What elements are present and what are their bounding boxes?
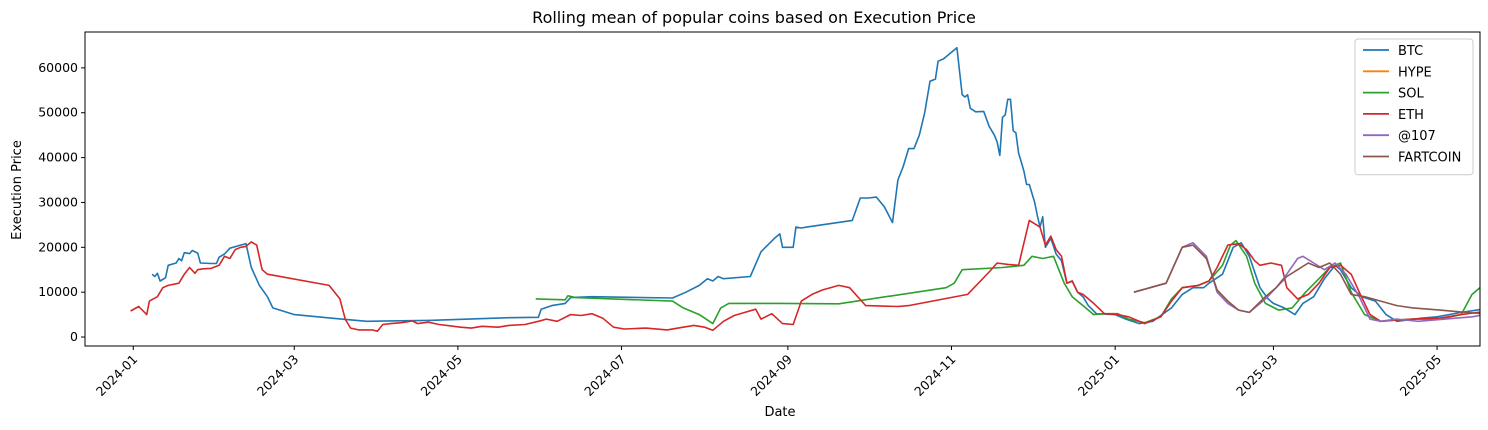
- x-tick-label: 2025-05: [1397, 352, 1445, 400]
- x-axis-label: Date: [764, 405, 795, 420]
- legend: BTC HYPE SOL ETH @107 FARTCOIN: [1354, 38, 1474, 176]
- x-tick-label: 2024-09: [747, 351, 795, 399]
- series-lines: [130, 46, 1488, 332]
- x-tick-label: 2024-01: [93, 352, 141, 400]
- x-tick-label: 2025-03: [1233, 352, 1281, 400]
- plot-frame: [84, 31, 1481, 347]
- y-axis-label: Execution Price: [10, 140, 25, 240]
- y-tick-label: 40000: [38, 150, 78, 165]
- legend-label: FARTCOIN: [1398, 151, 1461, 166]
- series-line-hype: [1483, 279, 1488, 310]
- series-line-btc: [151, 46, 1480, 325]
- legend-label: ETH: [1398, 108, 1424, 123]
- x-tick-label: 2024-05: [417, 352, 465, 400]
- legend-label: @107: [1398, 129, 1436, 144]
- legend-box: [1354, 38, 1474, 176]
- y-tick-label: 10000: [38, 284, 78, 299]
- legend-label: BTC: [1398, 44, 1423, 59]
- y-tick-label: 60000: [38, 60, 78, 75]
- series-line-107: [1133, 242, 1480, 323]
- legend-label: HYPE: [1398, 65, 1432, 80]
- chart-title: Rolling mean of popular coins based on E…: [532, 8, 976, 27]
- series-line-fartcoin: [1133, 244, 1480, 315]
- x-tick-label: 2025-01: [1075, 352, 1123, 400]
- legend-label: SOL: [1398, 87, 1424, 102]
- x-tick-label: 2024-11: [911, 352, 959, 400]
- y-tick-label: 30000: [38, 194, 78, 209]
- plot-area: 0 10000 20000 30000 40000 50000 60000 2024-01 20…: [38, 31, 1488, 400]
- y-tick-label: 50000: [38, 105, 78, 120]
- y-tick-label: 20000: [38, 239, 78, 254]
- series-line-sol: [535, 239, 1480, 325]
- y-tick-label: 0: [70, 329, 78, 344]
- x-tick-label: 2024-07: [581, 352, 629, 400]
- x-tick-label: 2024-03: [254, 352, 302, 400]
